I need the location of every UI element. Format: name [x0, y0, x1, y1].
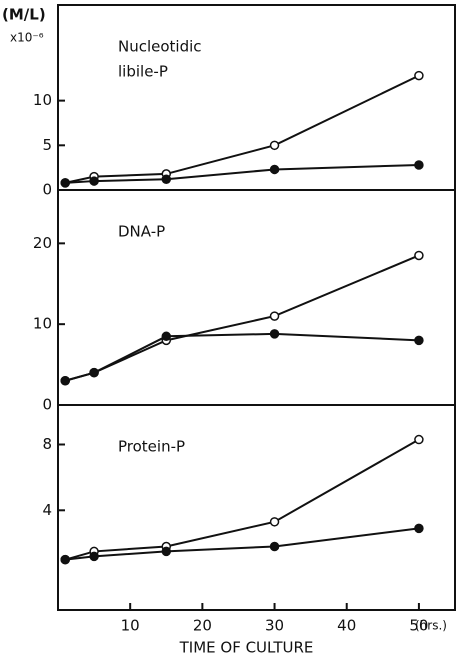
data-point — [60, 178, 70, 188]
x-tick-label: 20 — [193, 617, 212, 635]
x-tick-label: 50 — [409, 617, 428, 635]
panel-label: DNA-P — [118, 223, 165, 241]
y-tick-label: 10 — [33, 91, 52, 109]
y-tick-label: 5 — [42, 136, 52, 154]
y-tick-label: 20 — [33, 234, 52, 252]
data-point — [161, 174, 172, 185]
x-tick-label: 30 — [265, 617, 284, 635]
data-point — [161, 546, 172, 557]
y-tick-label: 0 — [42, 396, 52, 414]
series-line — [65, 163, 419, 184]
data-point — [89, 551, 99, 562]
y-multiplier: x10⁻⁶ — [10, 31, 44, 45]
data-point — [269, 541, 280, 552]
y-tick-label: 0 — [42, 181, 52, 199]
data-point — [414, 523, 424, 534]
data-point — [269, 311, 280, 321]
series-line — [64, 254, 420, 382]
x-axis-label: TIME OF CULTURE — [179, 639, 314, 656]
panel-frame — [57, 4, 456, 191]
series-line — [65, 527, 420, 561]
data-point — [414, 434, 424, 445]
x-tick-label: 10 — [121, 617, 140, 635]
data-point — [269, 140, 280, 151]
panel-label: libile-P — [118, 63, 168, 81]
data-point — [161, 331, 172, 342]
panel-frame — [57, 404, 456, 611]
x-unit: (hrs.) — [415, 619, 447, 633]
data-point — [269, 517, 280, 527]
y-axis-label: (M/L) — [2, 6, 46, 24]
y-tick-label: 4 — [42, 501, 52, 519]
data-point — [414, 160, 424, 170]
data-point — [89, 176, 99, 186]
series-line — [64, 332, 419, 382]
y-tick-label: 10 — [33, 315, 52, 333]
data-point — [60, 376, 70, 386]
series-line — [64, 438, 420, 561]
data-point — [269, 329, 280, 339]
data-point — [414, 250, 424, 261]
data-point — [269, 164, 280, 175]
data-point — [60, 554, 70, 565]
data-point — [414, 335, 424, 346]
panel-label: Nucleotidic — [118, 38, 202, 56]
panel-label: Protein-P — [118, 438, 185, 456]
y-tick-label: 8 — [42, 435, 52, 453]
data-point — [89, 367, 99, 378]
data-point — [414, 70, 424, 81]
x-tick-label: 40 — [337, 617, 356, 635]
